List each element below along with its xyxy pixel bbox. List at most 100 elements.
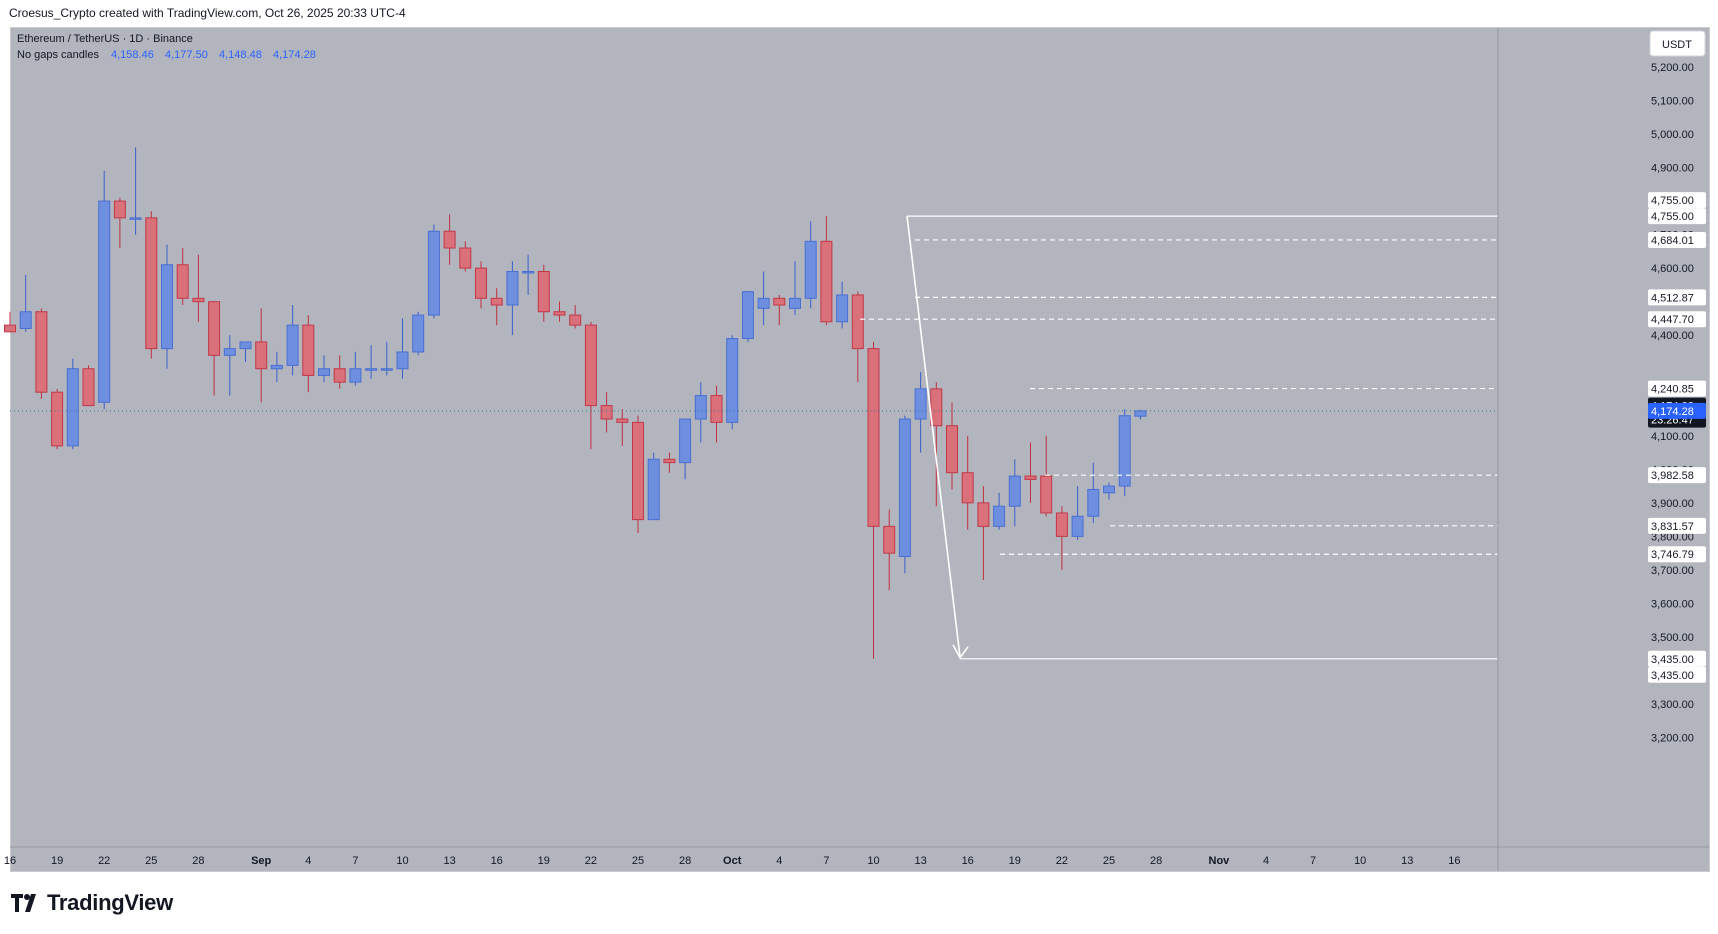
candle-body <box>208 301 221 356</box>
price-level-label: 3,831.57 <box>1648 517 1706 534</box>
last-price-label-bg <box>1648 402 1706 419</box>
candle-body <box>694 395 707 420</box>
candle <box>1008 459 1021 527</box>
time-tick-label: 19 <box>51 855 63 867</box>
candle-body <box>961 472 974 504</box>
candle-body <box>475 267 487 299</box>
time-tick-label: 4 <box>305 855 311 867</box>
time-tick-label: 16 <box>962 855 974 867</box>
time-tick-label: Sep <box>251 855 271 867</box>
candle <box>773 294 786 326</box>
candle <box>176 248 189 306</box>
candle <box>506 261 519 336</box>
price-tick-label: 3,900.00 <box>1651 498 1694 510</box>
candle-body <box>993 505 1006 527</box>
price-level-label-text: 3,435.00 <box>1651 654 1694 666</box>
candle-body <box>1134 410 1147 417</box>
price-level-label: 4,755.00 <box>1648 208 1706 225</box>
price-tick-label: 3,300.00 <box>1651 699 1694 711</box>
price-axis[interactable] <box>1498 28 1709 871</box>
candle <box>710 385 723 443</box>
candle <box>255 308 268 403</box>
candle-body <box>820 240 833 323</box>
candle-body <box>616 418 629 423</box>
drop-arrow <box>906 216 961 657</box>
price-level-label-text: 4,240.85 <box>1651 384 1694 396</box>
time-tick-label: 28 <box>679 855 691 867</box>
candle-body <box>663 458 676 464</box>
candle-body <box>192 297 205 303</box>
candle <box>1103 482 1115 500</box>
price-tick-label: 3,700.00 <box>1651 565 1694 577</box>
candle <box>600 392 613 433</box>
drop-arrow-head <box>952 644 969 660</box>
candle <box>1040 435 1053 517</box>
candle-body <box>710 395 723 423</box>
candle <box>19 274 32 332</box>
time-tick-label: 22 <box>1056 855 1068 867</box>
tradingview-logo-text: TradingView <box>47 890 173 915</box>
price-level-label-bg <box>1648 208 1706 225</box>
time-tick-label: 13 <box>914 855 926 867</box>
currency-selector[interactable]: USDT <box>1649 30 1706 57</box>
candle-body <box>773 297 786 306</box>
candle-body <box>741 291 754 340</box>
candle-body <box>914 388 927 420</box>
candle <box>365 345 378 379</box>
candle <box>930 382 943 507</box>
price-level-label-bg <box>1648 311 1706 328</box>
candle <box>161 244 173 369</box>
candle <box>4 311 16 333</box>
time-tick-label: 10 <box>396 855 408 867</box>
candle-body <box>380 368 393 371</box>
price-level-label: 4,240.85 <box>1648 380 1706 397</box>
tradingview-logo[interactable]: TradingView <box>11 890 173 916</box>
candle <box>584 321 597 450</box>
time-tick-label: 28 <box>1150 855 1162 867</box>
candle-body <box>490 297 503 306</box>
price-level-label: 3,435.00 <box>1648 666 1706 683</box>
legend-open: 4,158.46 <box>111 49 154 61</box>
chart-area[interactable] <box>10 27 1710 872</box>
price-level-label-text: 4,512.87 <box>1651 292 1694 304</box>
candle-body <box>946 425 958 474</box>
price-level-label-text: 4,447.70 <box>1651 314 1694 326</box>
candle <box>380 341 393 376</box>
price-level-label-bg <box>1648 650 1706 667</box>
candle-body <box>851 294 864 350</box>
candle <box>632 415 644 534</box>
price-level-label: 3,982.58 <box>1648 467 1706 484</box>
candle-body <box>569 314 582 326</box>
candle <box>789 261 801 316</box>
candle-body <box>726 338 739 423</box>
candle <box>977 486 990 580</box>
candle <box>883 509 896 591</box>
candle-body <box>239 341 252 350</box>
candle <box>647 452 660 521</box>
currency-label: USDT <box>1662 39 1692 51</box>
candle <box>51 388 64 450</box>
price-level-label-bg <box>1648 467 1706 484</box>
time-tick-label: 19 <box>1009 855 1021 867</box>
candle <box>286 305 299 376</box>
candle-body <box>459 247 472 269</box>
candle <box>741 291 754 342</box>
price-tick-label: 3,800.00 <box>1651 531 1694 543</box>
price-tick-label: 5,100.00 <box>1651 95 1694 107</box>
time-tick-label: Oct <box>723 855 742 867</box>
candle-body <box>789 297 801 309</box>
time-tick-label: 19 <box>538 855 550 867</box>
candle <box>270 351 283 383</box>
candlestick-chart[interactable]: daily highfirst structureneckline ?shoul… <box>0 0 1718 880</box>
candle-body <box>318 368 330 376</box>
price-tick-label: 4,900.00 <box>1651 163 1694 175</box>
candle-body <box>66 368 79 447</box>
price-tick-label: 3,200.00 <box>1651 733 1694 745</box>
candle-body <box>302 324 315 376</box>
candle-body <box>537 270 550 313</box>
price-level-label-bg <box>1648 192 1706 209</box>
candle <box>66 358 79 450</box>
price-tick-label: 3,600.00 <box>1651 598 1694 610</box>
candle-body <box>443 230 456 249</box>
candle <box>396 318 409 379</box>
